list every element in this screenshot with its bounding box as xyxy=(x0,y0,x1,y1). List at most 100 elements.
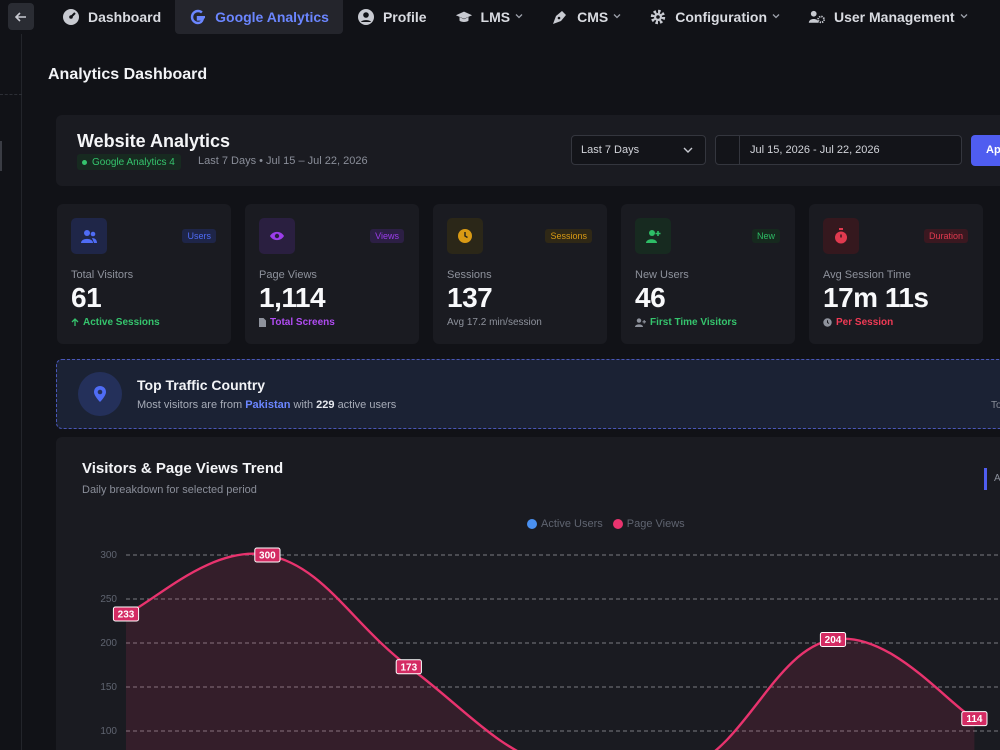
stat-card-sessions: Sessions Sessions 137 Avg 17.2 min/session xyxy=(433,204,607,344)
stat-value: 46 xyxy=(635,282,666,313)
trend-chart: 300 250 200 150 100 233 300 173 204 114 xyxy=(100,547,1000,750)
nav-item-configuration[interactable]: Configuration xyxy=(635,0,794,34)
legend-label: Page Views xyxy=(626,518,685,530)
status-dot-icon xyxy=(82,159,87,165)
date-range-input[interactable]: Jul 15, 2026 - Jul 22, 2026 xyxy=(715,135,962,165)
y-tick-label: 100 xyxy=(100,726,117,737)
data-label-box xyxy=(254,547,281,563)
y-tick-label: 250 xyxy=(100,594,117,605)
data-label-text: 173 xyxy=(400,662,417,673)
stat-label: New Users xyxy=(635,269,689,281)
stat-label: Page Views xyxy=(259,269,317,281)
website-analytics-card: Website Analytics Google Analytics 4 Las… xyxy=(56,115,1000,186)
stat-subtext-label: Avg 17.2 min/session xyxy=(447,317,542,328)
data-label-box xyxy=(961,711,988,727)
stat-subtext-label: Total Screens xyxy=(270,317,335,328)
trend-title: Visitors & Page Views Trend xyxy=(82,460,284,477)
ga4-badge: Google Analytics 4 xyxy=(77,154,181,170)
stat-badge: Sessions xyxy=(545,229,592,243)
nav-item-dashboard[interactable]: Dashboard xyxy=(48,0,175,34)
stopwatch-icon xyxy=(823,218,859,254)
data-label-text: 233 xyxy=(118,609,135,620)
legend-dot-icon xyxy=(612,519,623,529)
arrow-up-icon xyxy=(71,318,79,327)
top-navigation: Dashboard Google Analytics Profile LMS CMS Co… xyxy=(0,0,1000,34)
apply-button[interactable]: Apply xyxy=(971,135,1000,166)
y-tick-label: 300 xyxy=(100,550,117,561)
country-text-mid: with xyxy=(293,399,314,411)
chart-mode-indicator[interactable] xyxy=(984,468,987,490)
user-plus-icon xyxy=(635,318,646,327)
stat-subtext: Active Sessions xyxy=(71,317,160,328)
clock-icon xyxy=(447,218,483,254)
stat-subtext-label: First Time Visitors xyxy=(650,317,737,328)
trend-chart-card: Visitors & Page Views Trend Daily breakd… xyxy=(56,437,1000,750)
file-icon xyxy=(259,318,266,327)
stat-value: 137 xyxy=(447,282,493,313)
users-icon xyxy=(71,218,107,254)
stat-subtext-label: Per Session xyxy=(836,317,894,328)
data-label-text: 300 xyxy=(259,551,276,562)
data-label-box xyxy=(819,631,847,647)
data-label-box xyxy=(112,606,140,622)
chevron-down-icon xyxy=(772,12,780,22)
stat-badge: New xyxy=(751,229,780,243)
period-select-value: Last 7 Days xyxy=(581,144,640,156)
legend-item[interactable]: Page Views xyxy=(612,518,685,530)
top-country-banner: Top Traffic Country Most visitors are fr… xyxy=(56,359,1000,429)
stat-subtext-label: Active Sessions xyxy=(83,317,160,328)
google-icon xyxy=(189,8,207,26)
range-summary: Last 7 Days • Jul 15 – Jul 22, 2026 xyxy=(198,155,368,167)
chevron-down-icon xyxy=(683,147,693,153)
chart-mode-label[interactable]: A xyxy=(994,473,1000,484)
stat-badge: Users xyxy=(182,229,216,243)
date-range-value: Jul 15, 2026 - Jul 22, 2026 xyxy=(750,144,880,156)
rail-indicator xyxy=(0,141,2,171)
stat-subtext: Avg 17.2 min/session xyxy=(447,317,542,328)
data-label: 233 xyxy=(112,606,140,622)
rail-divider xyxy=(0,94,22,95)
legend-dot-icon xyxy=(527,519,537,529)
stat-card-new: New New Users 46 First Time Visitors xyxy=(621,204,795,344)
data-label: 173 xyxy=(395,659,422,675)
country-description: Most visitors are from Pakistan with 229… xyxy=(137,399,396,411)
nav-item-user-management[interactable]: User Management xyxy=(794,0,982,34)
gear-icon xyxy=(649,8,667,26)
nav-item-label: Profile xyxy=(382,9,427,25)
clock-icon xyxy=(823,318,832,327)
country-title: Top Traffic Country xyxy=(137,377,266,393)
stat-badge: Views xyxy=(370,229,404,243)
stat-label: Total Visitors xyxy=(71,269,134,281)
nav-item-lms[interactable]: LMS xyxy=(441,0,538,34)
stat-badge: Duration xyxy=(923,229,968,243)
dashboard-icon xyxy=(62,8,80,26)
country-text-before: Most visitors are from xyxy=(137,399,243,411)
legend-label: Active Users xyxy=(541,518,603,530)
country-text-after: active users xyxy=(337,399,397,411)
stat-value: 1,114 xyxy=(259,282,326,313)
arrow-left-icon xyxy=(15,11,26,22)
nav-item-label: User Management xyxy=(834,9,955,25)
nav-item-google-analytics[interactable]: Google Analytics xyxy=(175,0,343,34)
stat-subtext: First Time Visitors xyxy=(635,317,737,328)
chevron-down-icon xyxy=(960,12,968,22)
data-label-text: 204 xyxy=(825,635,842,646)
stat-label: Sessions xyxy=(447,269,492,281)
data-label: 114 xyxy=(961,711,988,727)
chevron-down-icon xyxy=(613,12,621,22)
nav-item-label: Configuration xyxy=(675,9,767,25)
ga4-badge-label: Google Analytics 4 xyxy=(92,156,175,168)
legend-item[interactable]: Active Users xyxy=(527,518,603,530)
period-select[interactable]: Last 7 Days xyxy=(571,135,706,165)
page-title: Analytics Dashboard xyxy=(48,66,208,83)
nav-menu: Dashboard Google Analytics Profile LMS CMS Co… xyxy=(48,0,982,34)
location-pin-icon xyxy=(78,372,122,416)
graduation-cap-icon xyxy=(455,8,473,26)
nav-item-label: Dashboard xyxy=(88,9,162,25)
user-plus-icon xyxy=(635,218,671,254)
nav-item-profile[interactable]: Profile xyxy=(343,0,441,34)
stat-card-duration: Duration Avg Session Time 17m 11s Per Sessi… xyxy=(809,204,983,344)
sidebar-collapse-button[interactable] xyxy=(8,3,34,30)
nav-item-cms[interactable]: CMS xyxy=(537,0,635,34)
stat-card-views: Views Page Views 1,114 Total Screens xyxy=(245,204,419,344)
